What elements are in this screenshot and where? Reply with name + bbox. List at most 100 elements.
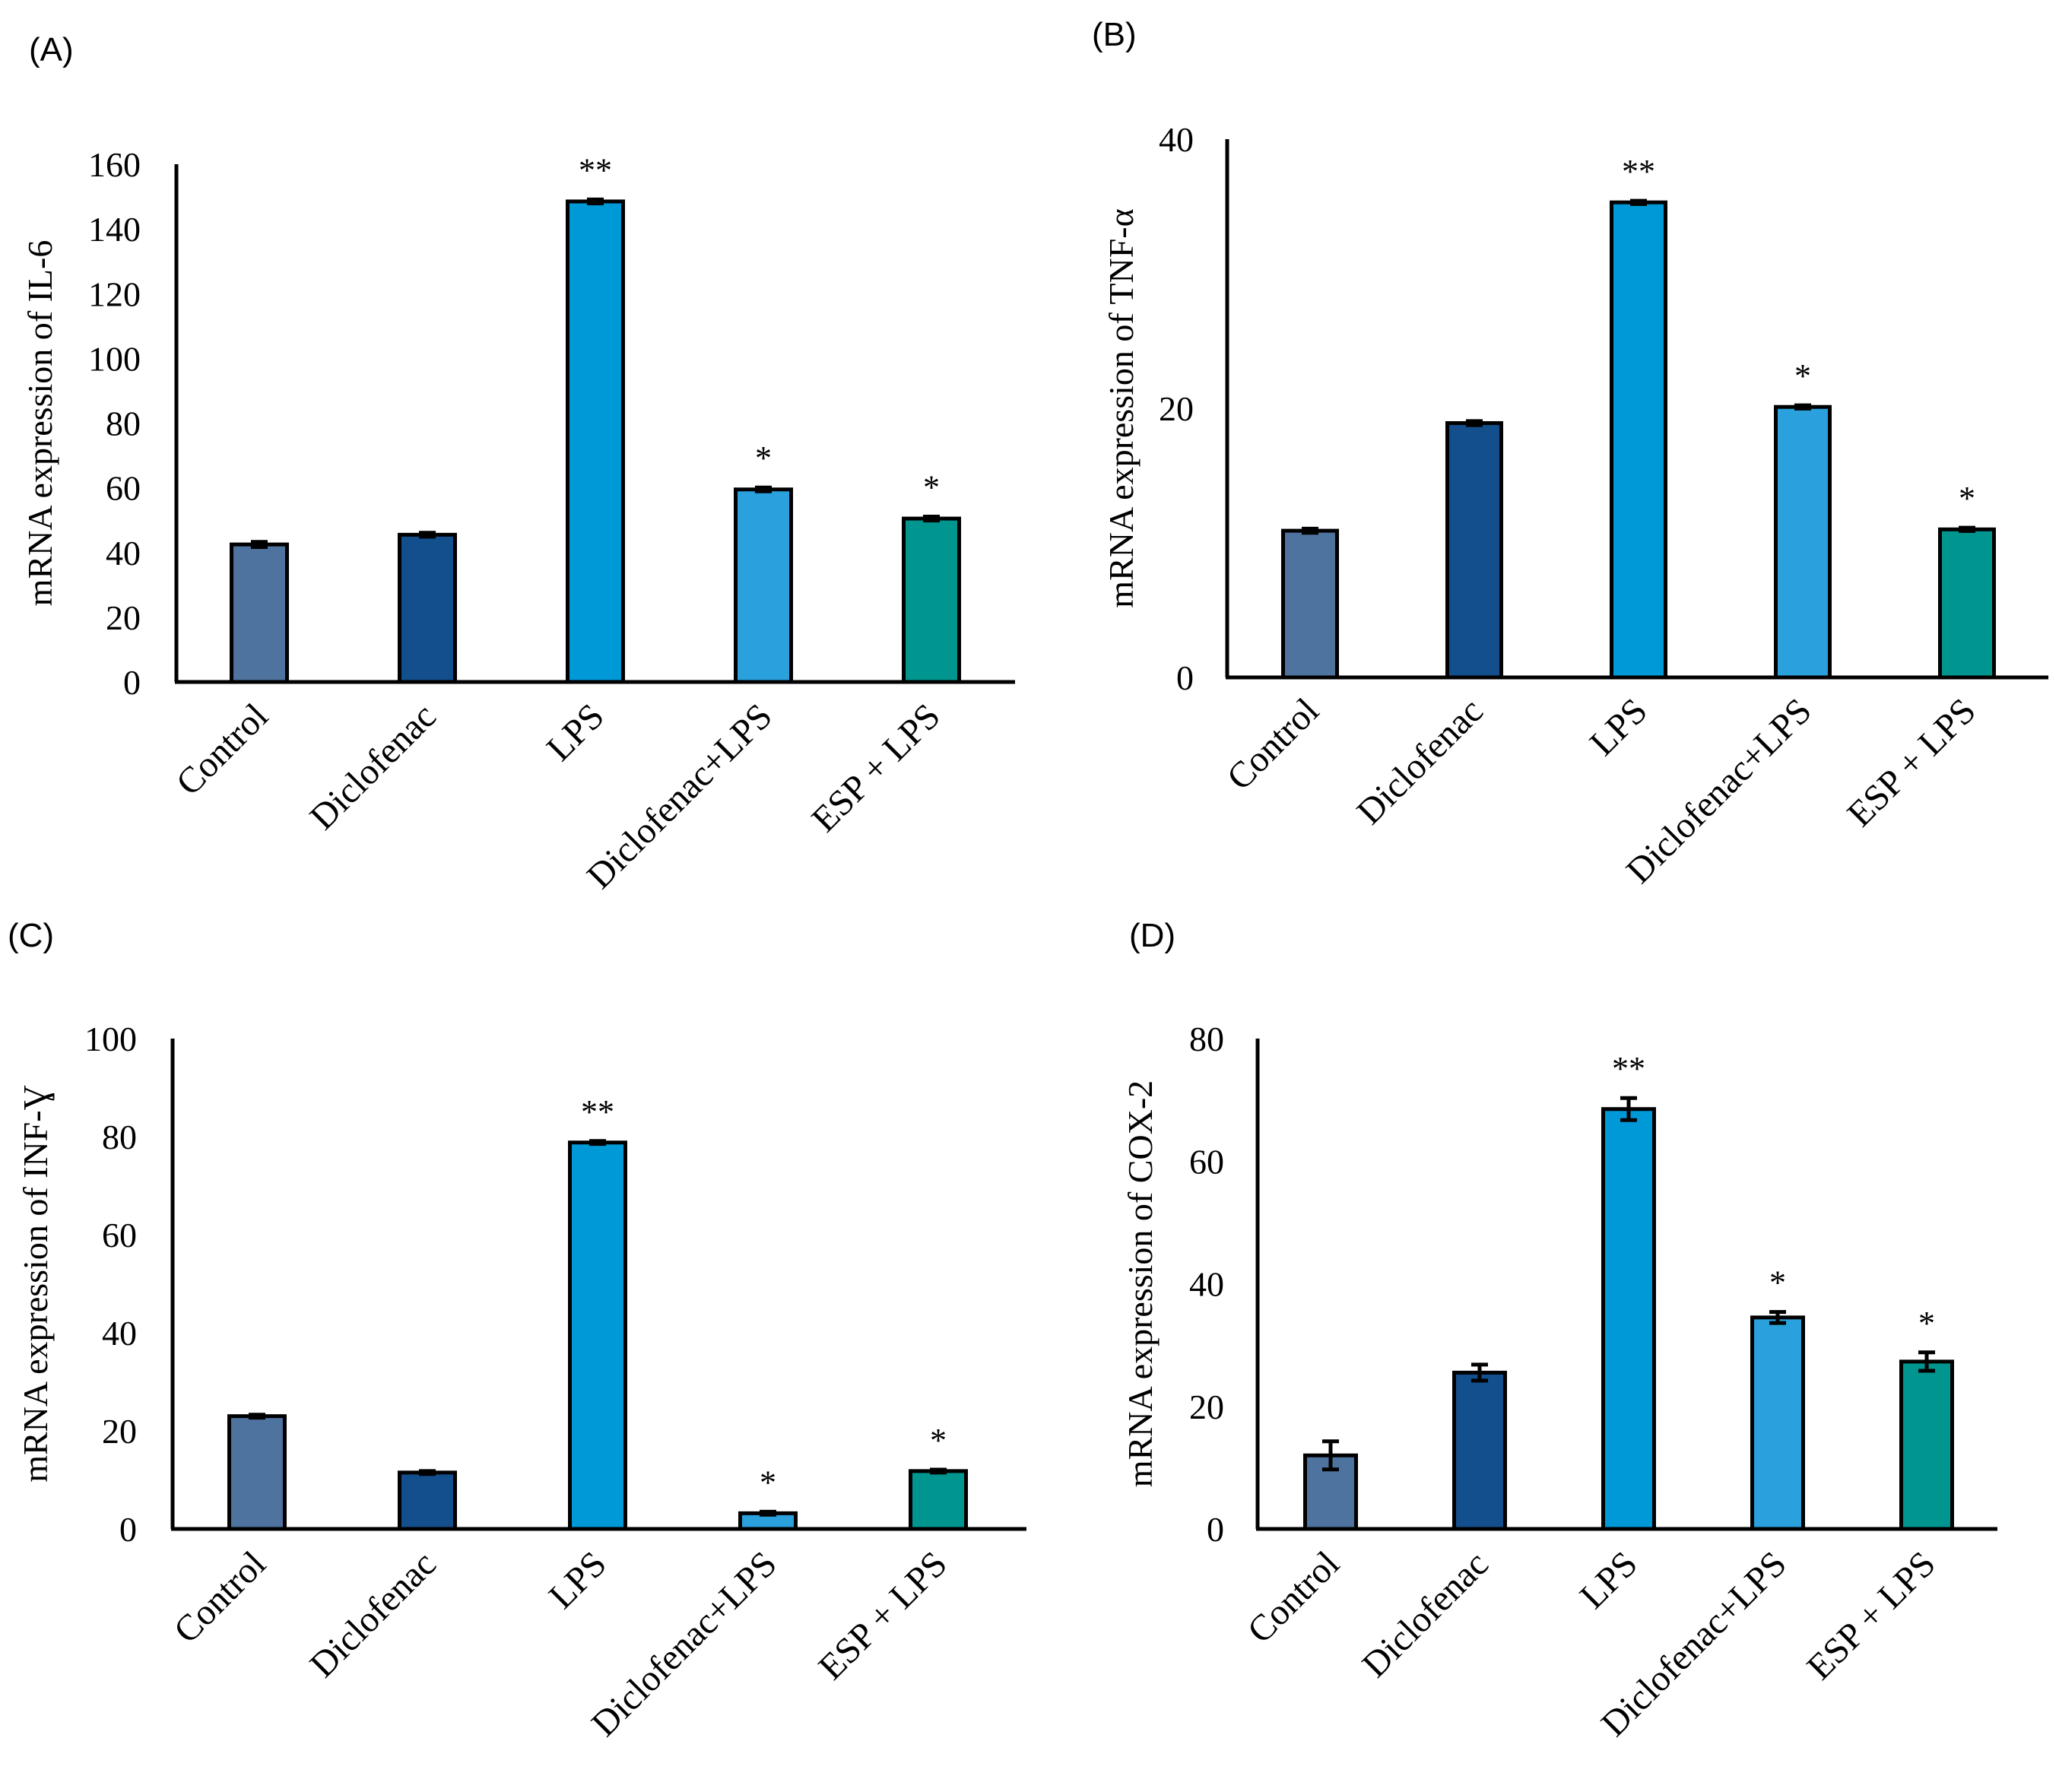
significance-mark: * [1918,1305,1935,1342]
error-bar [419,1469,436,1476]
significance-mark: * [1959,480,1975,517]
error-bar [587,197,604,206]
chart-panel-c: (C) mRNA expression of INF-Ɣ 0 20 40 60 80 100 C… [8,917,1026,1744]
bar-esp-lps [909,1469,968,1531]
y-axis-label: mRNA expression of IL-6 [21,240,59,607]
y-tick-label: 100 [84,1020,137,1058]
x-tick-label: Diclofenac [1354,1543,1496,1685]
error-bar [1918,1350,1935,1373]
x-tick-label: LPS [539,696,612,769]
bar-control [227,1414,287,1531]
x-tick-label: Control [1220,690,1327,798]
bar-diclofenac [1452,1370,1507,1531]
y-tick-label: 60 [1189,1142,1224,1181]
y-tick-label: 0 [1176,658,1194,697]
y-tick-label: 0 [1207,1510,1224,1549]
y-tick-label: 80 [106,404,141,443]
significance-mark: * [1769,1264,1786,1302]
bar-lps [566,199,625,684]
y-tick-label: 40 [102,1314,137,1353]
significance-mark: * [930,1422,947,1459]
panel-label: (B) [1092,16,1137,53]
x-tick-label: ESP + LPS [811,1543,954,1687]
y-tick-label: 160 [88,145,141,184]
significance-mark: ** [1612,1050,1645,1087]
y-tick-label: 20 [1189,1388,1224,1426]
y-tick-label: 20 [102,1412,137,1451]
x-tick-label: ESP + LPS [1839,690,1983,834]
x-tick-label: LPS [1572,1543,1645,1616]
y-tick-label: 120 [88,274,141,313]
bar-esp-lps [1938,527,1996,680]
bar-esp-lps [1899,1359,1954,1531]
error-bar [755,485,772,493]
error-bar [1794,403,1811,411]
y-tick-label: 20 [1159,389,1194,428]
error-bar [589,1139,606,1147]
x-tick-label: Control [167,1543,274,1651]
x-tick-label: ESP + LPS [1799,1543,1943,1687]
bar-diclofenac [398,532,457,684]
significance-mark: ** [1622,153,1655,190]
error-bar [249,1413,265,1420]
significance-mark: ** [581,1093,614,1131]
x-tick-label: ESP + LPS [804,696,947,839]
error-bar [1471,1362,1488,1383]
x-tick-label: Control [1240,1543,1347,1651]
bar-diclofenac-lps [1774,404,1832,680]
x-tick-label: Diclofenac [302,696,443,837]
error-bar [1959,525,1975,533]
y-tick-label: 80 [102,1118,137,1156]
y-tick-label: 100 [88,339,141,378]
bar-esp-lps [902,516,961,684]
x-tick-label: Diclofenac+LPS [584,1543,785,1744]
error-bar [1620,1096,1637,1122]
error-bar [1322,1439,1339,1472]
error-bar [760,1509,776,1517]
x-tick-label: Diclofenac [302,1543,443,1685]
error-bar [1630,198,1647,206]
significance-mark: ** [579,151,612,189]
panel-label: (D) [1129,917,1175,954]
y-tick-label: 40 [1159,120,1194,159]
error-bar [923,515,940,523]
significance-mark: * [923,469,940,506]
y-tick-label: 140 [88,210,141,249]
x-tick-label: LPS [1582,690,1655,763]
error-bar [251,540,268,550]
y-tick-label: 80 [1189,1020,1224,1058]
panel-label: (A) [29,31,74,68]
bar-diclofenac [398,1470,457,1531]
error-bar [930,1467,947,1475]
bar-control [1281,528,1339,680]
bar-lps [1601,1107,1656,1531]
y-tick-label: 0 [123,663,141,702]
y-tick-label: 40 [1189,1265,1224,1304]
bar-diclofenac [1445,420,1503,680]
panel-label: (C) [8,917,54,954]
bar-lps [568,1140,627,1531]
y-axis-label: mRNA expression of TNF-α [1102,208,1141,607]
y-tick-label: 20 [106,598,141,637]
y-axis-label: mRNA expression of COX-2 [1121,1080,1160,1487]
y-tick-label: 40 [106,534,141,572]
error-bar [1302,526,1318,535]
error-bar [1769,1310,1786,1325]
significance-mark: * [760,1464,776,1501]
x-tick-label: LPS [541,1543,614,1616]
bar-lps [1610,200,1667,680]
bar-control [230,542,289,684]
x-tick-label: Control [169,696,276,803]
error-bar [419,531,436,539]
significance-mark: * [755,439,772,477]
chart-panel-d: (D) mRNA expression of COX-2 0 20 40 60 80 Cont… [1121,917,1997,1744]
bar-diclofenac-lps [1750,1315,1805,1531]
chart-panel-a: (A) mRNA expression of IL-6 0 20 40 60 80 100 12… [21,31,1015,896]
chart-panel-b: (B) mRNA expression of TNF-α 0 20 40 Control D… [1092,16,2048,891]
bar-diclofenac-lps [734,487,793,684]
y-tick-label: 0 [119,1510,137,1549]
y-tick-label: 60 [102,1216,137,1254]
y-axis-label: mRNA expression of INF-Ɣ [16,1085,55,1483]
significance-mark: * [1794,357,1811,395]
